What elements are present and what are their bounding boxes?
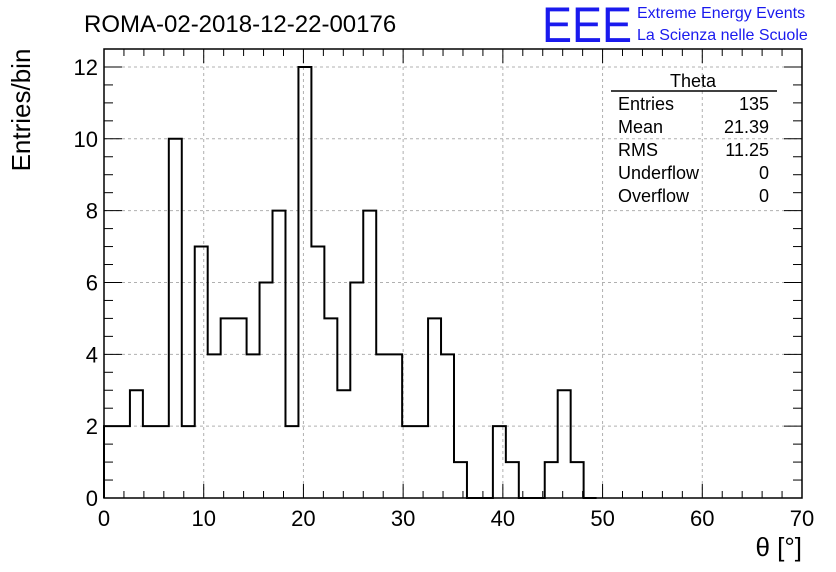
x-tick-label: 60 [690,506,714,531]
y-tick-label: 10 [74,127,98,152]
x-tick-labels: 0 10 20 30 40 50 60 70 [98,506,814,531]
y-tick-label: 12 [74,55,98,80]
logo-line-2: La Scienza nelle Scuole [637,27,808,44]
stats-rows: Entries 135 Mean 21.39 RMS 11.25 Underflow 0 Ove… [618,94,769,206]
y-tick-labels: 0 2 4 6 8 10 12 [74,55,98,511]
y-tick-label: 4 [86,342,98,367]
stats-row-value: 0 [759,186,769,206]
stats-row-label: Mean [618,117,663,137]
histogram-outline [103,65,597,499]
x-tick-label: 20 [291,506,315,531]
stats-row-value: 11.25 [725,140,769,160]
x-tick-label: 10 [191,506,215,531]
stats-box-title: Theta [670,71,717,91]
stats-row-label: Entries [618,94,674,114]
stats-box: Theta Entries 135 Mean 21.39 RMS 11.25 Underfl… [611,71,777,206]
y-tick-label: 0 [86,486,98,511]
stats-row-label: Underflow [618,163,700,183]
histogram-bars [103,65,597,499]
stats-row-label: Overflow [618,186,690,206]
x-tick-label: 50 [590,506,614,531]
chart-title: ROMA-02-2018-12-22-00176 [84,11,396,38]
stats-row-label: RMS [618,140,658,160]
stats-row-value: 21.39 [724,117,769,137]
y-tick-label: 2 [86,414,98,439]
stats-row-value: 0 [759,163,769,183]
eee-logo: EEE [542,0,632,53]
x-tick-label: 70 [790,506,814,531]
y-tick-label: 8 [86,199,98,224]
plot-frame [103,48,803,499]
x-axis-label: θ [°] [755,532,802,562]
stats-row-value: 135 [739,94,769,114]
y-axis-label: Entries/bin [6,49,36,172]
y-tick-label: 6 [86,270,98,295]
axes [103,48,803,499]
x-tick-label: 30 [391,506,415,531]
x-tick-label: 0 [98,506,110,531]
x-tick-label: 40 [491,506,515,531]
logo-line-1: Extreme Energy Events [637,5,805,22]
